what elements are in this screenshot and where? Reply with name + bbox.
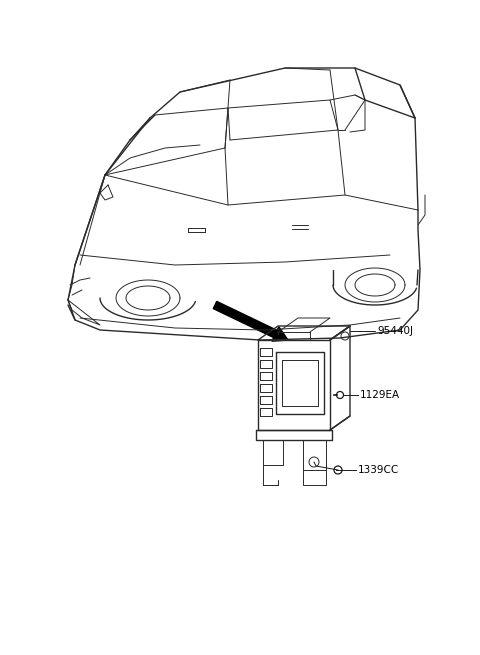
Text: 95440J: 95440J: [377, 326, 413, 336]
Text: 1129EA: 1129EA: [360, 390, 400, 400]
Text: 1339CC: 1339CC: [358, 465, 399, 475]
FancyArrow shape: [213, 301, 288, 341]
